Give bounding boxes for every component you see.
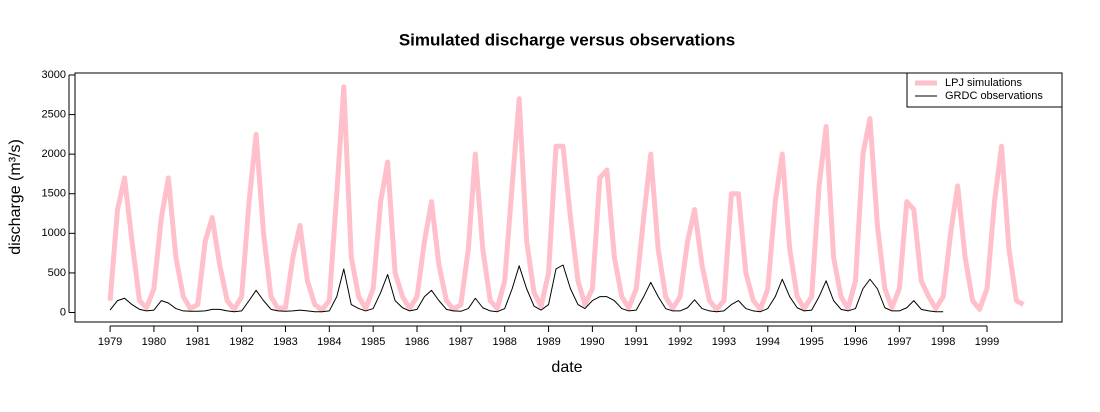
x-tick-label: 1986 bbox=[405, 336, 429, 348]
plot-frame bbox=[74, 72, 1063, 323]
x-tick-label: 1999 bbox=[975, 336, 999, 348]
x-tick-label: 1987 bbox=[449, 336, 473, 348]
y-tick-label: 1000 bbox=[42, 227, 66, 239]
y-tick-label: 500 bbox=[48, 267, 66, 279]
legend-label: GRDC observations bbox=[945, 90, 1043, 102]
x-tick-label: 1988 bbox=[492, 336, 516, 348]
series-line bbox=[107, 84, 1025, 313]
legend-label: LPJ simulations bbox=[945, 77, 1023, 89]
x-tick-label: 1983 bbox=[273, 336, 297, 348]
y-tick-label: 0 bbox=[60, 306, 66, 318]
x-tick-label: 1995 bbox=[799, 336, 823, 348]
x-tick-label: 1993 bbox=[712, 336, 736, 348]
y-axis-title: discharge (m³/s) bbox=[7, 139, 24, 255]
series-line bbox=[109, 264, 944, 313]
x-tick-label: 1982 bbox=[229, 336, 253, 348]
legend-box bbox=[906, 72, 1063, 108]
x-tick-label: 1989 bbox=[536, 336, 560, 348]
x-tick-label: 1994 bbox=[756, 336, 780, 348]
x-tick-label: 1984 bbox=[317, 336, 341, 348]
y-tick-label: 1500 bbox=[42, 188, 66, 200]
x-tick-label: 1990 bbox=[580, 336, 604, 348]
chart-title: Simulated discharge versus observations bbox=[399, 30, 735, 49]
x-axis-title: date bbox=[551, 359, 582, 376]
x-tick-label: 1998 bbox=[931, 336, 955, 348]
y-tick-label: 2500 bbox=[42, 108, 66, 120]
x-tick-label: 1992 bbox=[668, 336, 692, 348]
y-tick-label: 2000 bbox=[42, 148, 66, 160]
x-tick-label: 1980 bbox=[142, 336, 166, 348]
x-tick-label: 1979 bbox=[98, 336, 122, 348]
x-tick-label: 1997 bbox=[887, 336, 911, 348]
x-tick-label: 1981 bbox=[186, 336, 210, 348]
x-tick-label: 1991 bbox=[624, 336, 648, 348]
x-tick-label: 1985 bbox=[361, 336, 385, 348]
y-tick-label: 3000 bbox=[42, 69, 66, 81]
x-tick-label: 1996 bbox=[843, 336, 867, 348]
